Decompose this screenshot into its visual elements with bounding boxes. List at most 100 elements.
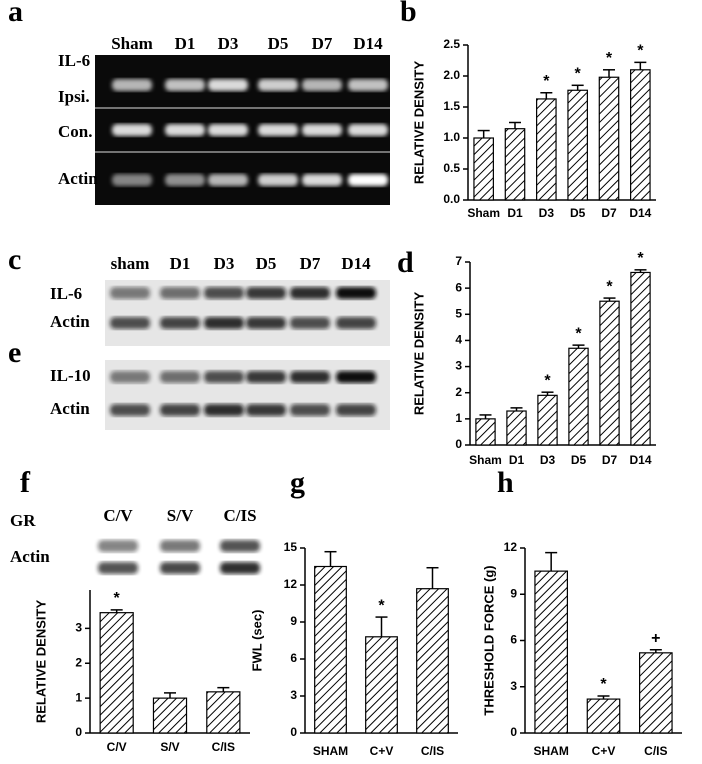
gel-band — [98, 540, 138, 552]
gel-band — [290, 371, 330, 383]
gel-band — [348, 124, 388, 136]
x-tick-label: D14 — [629, 453, 651, 467]
x-tick-label: SHAM — [533, 744, 568, 758]
y-tick-label: 0 — [455, 437, 462, 451]
x-tick-label: D5 — [570, 206, 586, 220]
gel-band — [290, 287, 330, 299]
gel-band — [208, 124, 248, 136]
y-tick-label: 0.0 — [443, 192, 460, 206]
x-tick-label: C+V — [592, 744, 616, 758]
gel-band — [160, 317, 200, 329]
y-tick-label: 0 — [290, 725, 297, 739]
y-tick-label: 1.5 — [443, 99, 460, 113]
gel-band — [246, 371, 286, 383]
significance-mark: * — [637, 43, 644, 60]
y-tick-label: 2 — [455, 385, 462, 399]
gel-band — [208, 79, 248, 91]
panel-letter: g — [290, 466, 305, 499]
panel-letter: h — [497, 466, 514, 499]
x-tick-label: C/V — [107, 740, 127, 754]
x-tick-label: Sham — [469, 453, 502, 467]
bar — [475, 418, 496, 446]
gel-band — [110, 317, 150, 329]
gel-band — [165, 79, 205, 91]
gel-band — [204, 371, 244, 383]
gel-band — [98, 562, 138, 574]
x-tick-label: C+V — [370, 744, 394, 758]
gel-band — [246, 287, 286, 299]
bar — [568, 347, 589, 446]
lane-label: C/V — [103, 506, 133, 525]
y-tick-label: 3 — [455, 359, 462, 373]
row-label: Actin — [50, 399, 90, 418]
y-tick-label: 12 — [284, 577, 298, 591]
y-tick-label: 3 — [75, 621, 82, 635]
bar — [99, 612, 134, 734]
gel-band — [336, 317, 376, 329]
y-tick-label: 15 — [284, 540, 298, 554]
significance-mark: * — [543, 73, 550, 90]
significance-mark: * — [378, 597, 385, 614]
significance-mark: * — [544, 372, 551, 389]
x-tick-label: SHAM — [313, 744, 348, 758]
y-tick-label: 6 — [510, 633, 517, 647]
gel-band — [336, 404, 376, 416]
lane-label: D5 — [256, 254, 277, 273]
lane-label: D14 — [341, 254, 371, 273]
bar — [365, 636, 398, 734]
y-tick-label: 7 — [455, 254, 462, 268]
bar — [586, 698, 621, 734]
row-label: Ipsi. — [58, 87, 90, 106]
bar — [598, 76, 620, 201]
x-tick-label: C/IS — [421, 744, 444, 758]
gel-band — [112, 124, 152, 136]
bar — [639, 652, 673, 734]
significance-mark: * — [606, 278, 613, 295]
gel-band — [302, 174, 342, 186]
panel-letter: b — [400, 0, 417, 28]
row-label: IL-10 — [50, 366, 91, 385]
gel-band — [204, 287, 244, 299]
lane-label: C/IS — [223, 506, 256, 525]
bar — [152, 697, 188, 734]
gel-band — [302, 124, 342, 136]
gel-band — [112, 79, 152, 91]
x-tick-label: D7 — [602, 453, 618, 467]
bar — [567, 89, 588, 201]
significance-mark: * — [600, 676, 607, 693]
significance-mark: * — [606, 50, 613, 67]
x-tick-label: D1 — [509, 453, 525, 467]
lane-label: Sham — [111, 34, 153, 53]
bar — [599, 300, 620, 446]
y-tick-label: 1.0 — [443, 130, 460, 144]
lane-label: D1 — [175, 34, 196, 53]
y-tick-label: 0 — [510, 725, 517, 739]
gel-band — [110, 404, 150, 416]
significance-mark: * — [575, 66, 582, 83]
y-tick-label: 2.5 — [443, 37, 460, 51]
gel-band — [208, 174, 248, 186]
gel-band — [258, 124, 298, 136]
bar — [473, 137, 494, 201]
row-label: Actin — [50, 312, 90, 331]
gel-band — [258, 174, 298, 186]
gel-band — [258, 79, 298, 91]
y-tick-label: 6 — [455, 280, 462, 294]
row-label: Con. — [58, 122, 92, 141]
gel-band — [246, 317, 286, 329]
bar — [314, 565, 347, 734]
x-tick-label: D3 — [539, 206, 555, 220]
bar — [537, 394, 558, 446]
row-label: Actin — [58, 169, 98, 188]
panel-letter: c — [8, 243, 21, 276]
x-tick-label: Sham — [467, 206, 500, 220]
x-tick-label: D1 — [507, 206, 523, 220]
gel-band — [290, 404, 330, 416]
row-label: Actin — [10, 547, 50, 566]
lane-label: D5 — [268, 34, 289, 53]
y-tick-label: 2 — [75, 655, 82, 669]
gel-band — [204, 317, 244, 329]
x-tick-label: D7 — [601, 206, 617, 220]
gel-band — [336, 371, 376, 383]
